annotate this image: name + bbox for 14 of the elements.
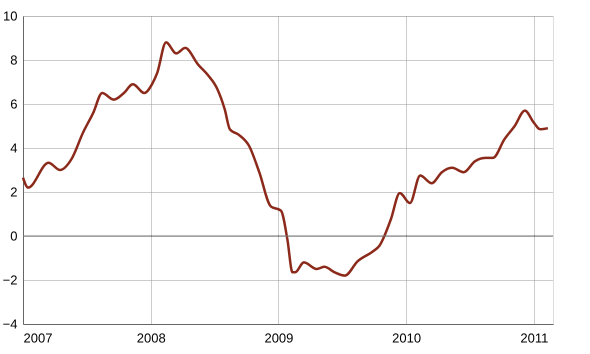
line-series — [22, 41, 550, 277]
y-tick-label: 4 — [10, 140, 18, 156]
y-tick-label: 0 — [10, 228, 18, 244]
y-tick-label: 6 — [10, 96, 18, 112]
y-tick-label: 8 — [10, 52, 18, 68]
x-tick-label: 2009 — [264, 330, 294, 346]
x-tick-label: 2010 — [392, 330, 422, 346]
x-tick-label: 2008 — [136, 330, 166, 346]
x-tick-label: 2007 — [24, 330, 52, 346]
y-tick-label: −4 — [2, 316, 18, 332]
y-tick-label: 2 — [10, 184, 18, 200]
y-tick-label: −2 — [2, 272, 18, 288]
y-tick-label: 10 — [3, 8, 18, 24]
x-tick-label: 2011 — [520, 330, 548, 346]
